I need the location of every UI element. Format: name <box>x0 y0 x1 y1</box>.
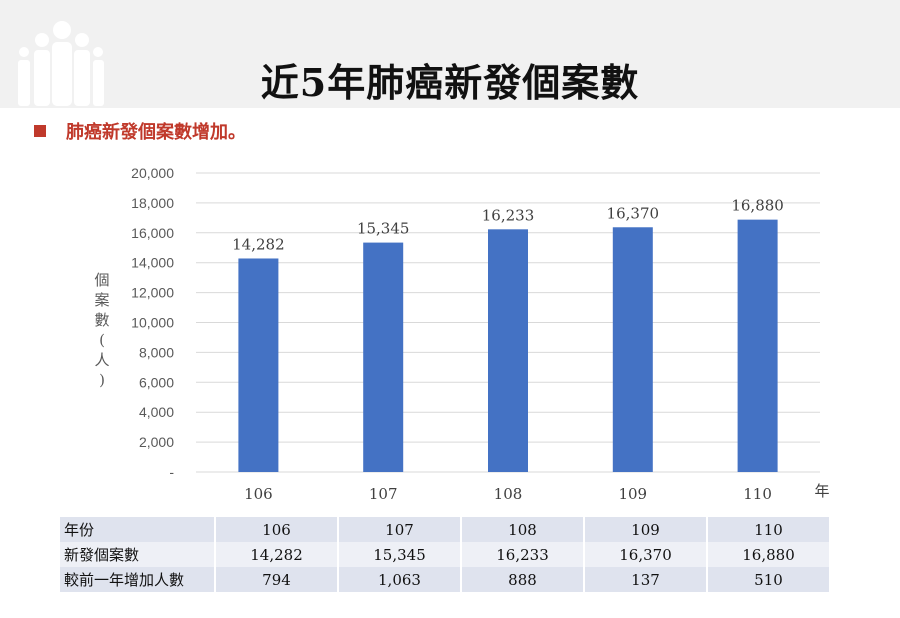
data-label: 16,880 <box>731 197 784 215</box>
y-tick-label: 14,000 <box>131 255 174 271</box>
bar-chart: - 2,000 4,000 6,000 8,000 10,000 12,000 14,000 1… <box>131 165 829 503</box>
y-axis-title-char: 個 <box>94 271 110 289</box>
y-tick-label: 20,000 <box>131 165 174 181</box>
table-row-header: 新發個案數 <box>60 542 214 567</box>
y-tick-label: 16,000 <box>131 225 174 241</box>
square-bullet-icon <box>34 125 46 137</box>
bullet-text: 肺癌新發個案數增加。 <box>66 122 246 143</box>
bar <box>488 229 528 472</box>
table-cell: 110 <box>708 517 829 542</box>
x-tick-label: 109 <box>618 485 647 503</box>
data-label: 16,370 <box>607 204 660 222</box>
bar <box>612 227 653 472</box>
y-tick-label: 12,000 <box>131 285 174 301</box>
table-cell: 106 <box>216 517 337 542</box>
y-tick-label: 2,000 <box>139 434 174 450</box>
table-cell: 16,370 <box>585 542 706 567</box>
table-cell: 15,345 <box>339 542 460 567</box>
header-band <box>0 0 900 108</box>
y-axis-title-char: 人 <box>94 351 110 369</box>
x-tick-label: 106 <box>244 485 273 503</box>
table-cell: 794 <box>216 567 337 592</box>
y-tick-label: 18,000 <box>131 195 174 211</box>
y-tick-label: 8,000 <box>139 344 174 360</box>
table-cell: 16,880 <box>708 542 829 567</box>
table-row: 年份 106 107 108 109 110 <box>60 517 829 542</box>
table-row: 較前一年增加人數 794 1,063 888 137 510 <box>60 567 829 592</box>
x-tick-label: 107 <box>369 485 398 503</box>
x-tick-label: 110 <box>743 485 772 503</box>
data-label: 15,345 <box>357 220 410 238</box>
table-cell: 137 <box>585 567 706 592</box>
y-axis-title: 個案數 ( 人) <box>92 270 112 390</box>
table-cell: 109 <box>585 517 706 542</box>
bar <box>238 258 279 472</box>
table-row: 新發個案數 14,282 15,345 16,233 16,370 16,880 <box>60 542 829 567</box>
people-logo-icon <box>18 21 104 106</box>
y-tick-label: 4,000 <box>139 404 174 420</box>
table-cell: 16,233 <box>462 542 583 567</box>
x-axis-title: 年 <box>814 482 829 500</box>
table-cell: 107 <box>339 517 460 542</box>
bar <box>363 242 404 472</box>
table-cell: 1,063 <box>339 567 460 592</box>
x-tick-label: 108 <box>494 485 523 503</box>
data-label: 14,282 <box>232 235 285 253</box>
data-table: 年份 106 107 108 109 110 新發個案數 14,282 15,345 16,233… <box>58 517 831 592</box>
data-label: 16,233 <box>482 206 535 224</box>
table-cell: 888 <box>462 567 583 592</box>
table-cell: 108 <box>462 517 583 542</box>
bullet-point: 肺癌新發個案數增加。 <box>34 119 246 143</box>
table-cell: 14,282 <box>216 542 337 567</box>
y-tick-label: 10,000 <box>131 315 174 331</box>
bar <box>737 219 778 472</box>
y-axis-title-char: 案 <box>94 291 110 309</box>
y-axis-title-char: 數 <box>94 311 110 329</box>
table-row-header: 較前一年增加人數 <box>60 567 214 592</box>
y-axis-title-char: ( <box>99 331 105 349</box>
y-tick-label: - <box>169 464 174 480</box>
table-cell: 510 <box>708 567 829 592</box>
table-row-header: 年份 <box>60 517 214 542</box>
y-tick-label: 6,000 <box>139 374 174 390</box>
y-axis-title-char: ) <box>99 371 105 389</box>
page-title: 近5年肺癌新發個案數 <box>260 60 640 105</box>
